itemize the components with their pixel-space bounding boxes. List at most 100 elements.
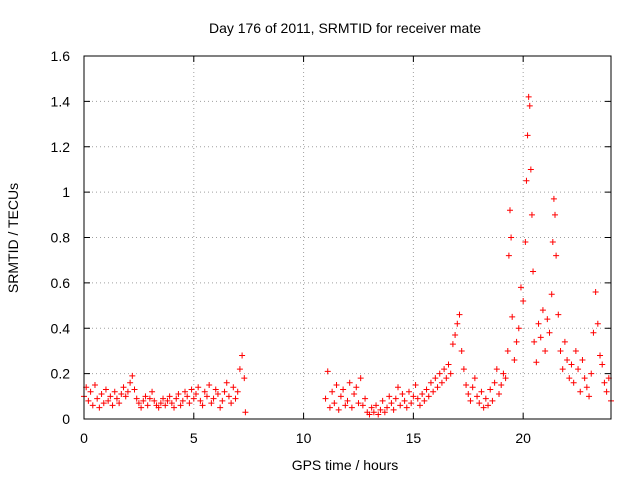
data-point bbox=[375, 411, 382, 418]
data-point bbox=[467, 397, 474, 404]
data-point bbox=[326, 404, 333, 411]
x-tick-label: 10 bbox=[296, 430, 312, 446]
data-point bbox=[443, 375, 450, 382]
y-axis-label: SRMTID / TECUs bbox=[5, 183, 21, 293]
data-point bbox=[493, 366, 500, 373]
data-point bbox=[168, 400, 175, 407]
data-point bbox=[436, 370, 443, 377]
data-point bbox=[549, 239, 556, 246]
y-tick-label: 0.8 bbox=[51, 230, 71, 246]
data-point bbox=[184, 393, 191, 400]
chart-title: Day 176 of 2011, SRMTID for receiver mat… bbox=[209, 20, 481, 36]
data-point bbox=[438, 379, 445, 386]
data-point bbox=[526, 102, 533, 109]
data-point bbox=[480, 404, 487, 411]
data-point bbox=[505, 252, 512, 259]
data-point bbox=[392, 395, 399, 402]
data-point bbox=[210, 395, 217, 402]
data-point bbox=[324, 368, 331, 375]
data-point bbox=[160, 395, 167, 402]
data-point bbox=[122, 393, 129, 400]
data-point bbox=[498, 381, 505, 388]
data-point bbox=[478, 388, 485, 395]
data-point bbox=[366, 411, 373, 418]
data-point bbox=[100, 400, 107, 407]
data-point bbox=[482, 395, 489, 402]
data-point bbox=[419, 391, 426, 398]
data-point bbox=[322, 395, 329, 402]
data-point bbox=[465, 391, 472, 398]
y-tick-label: 0.6 bbox=[51, 275, 71, 291]
plot-frame bbox=[83, 55, 612, 420]
y-tick-label: 1.4 bbox=[51, 93, 71, 109]
data-point bbox=[491, 379, 498, 386]
data-point bbox=[155, 404, 162, 411]
data-point bbox=[427, 379, 434, 386]
data-point bbox=[173, 395, 180, 402]
data-point bbox=[460, 366, 467, 373]
data-point bbox=[523, 177, 530, 184]
data-point bbox=[557, 347, 564, 354]
data-point bbox=[575, 366, 582, 373]
data-point bbox=[111, 388, 118, 395]
data-point bbox=[188, 386, 195, 393]
data-point bbox=[542, 347, 549, 354]
data-point bbox=[517, 284, 524, 291]
data-point bbox=[337, 393, 344, 400]
data-point bbox=[120, 384, 127, 391]
x-tick-label: 20 bbox=[515, 430, 531, 446]
data-point bbox=[508, 234, 515, 241]
data-point bbox=[359, 402, 366, 409]
data-point bbox=[386, 393, 393, 400]
data-point bbox=[344, 397, 351, 404]
data-point bbox=[559, 366, 566, 373]
data-point bbox=[500, 370, 507, 377]
data-point bbox=[458, 347, 465, 354]
data-point bbox=[511, 357, 518, 364]
data-point bbox=[405, 388, 412, 395]
data-point bbox=[381, 409, 388, 416]
data-point bbox=[522, 239, 529, 246]
data-point bbox=[91, 381, 98, 388]
data-point bbox=[113, 395, 120, 402]
data-point bbox=[520, 298, 527, 305]
data-point bbox=[164, 397, 171, 404]
data-point bbox=[94, 395, 101, 402]
data-point bbox=[423, 386, 430, 393]
data-point bbox=[96, 404, 103, 411]
data-point bbox=[192, 391, 199, 398]
data-points bbox=[81, 93, 614, 418]
data-point bbox=[133, 395, 140, 402]
data-point bbox=[239, 352, 246, 359]
data-point bbox=[166, 393, 173, 400]
data-point bbox=[230, 384, 237, 391]
data-point bbox=[410, 393, 417, 400]
data-point bbox=[340, 386, 347, 393]
data-point bbox=[197, 397, 204, 404]
data-point bbox=[539, 307, 546, 314]
data-point bbox=[425, 393, 432, 400]
data-point bbox=[537, 334, 544, 341]
data-point bbox=[140, 397, 147, 404]
data-point bbox=[485, 402, 492, 409]
data-point bbox=[355, 400, 362, 407]
data-point bbox=[456, 311, 463, 318]
data-point bbox=[447, 370, 454, 377]
data-point bbox=[533, 359, 540, 366]
data-point bbox=[599, 361, 606, 368]
data-point bbox=[513, 338, 520, 345]
y-tick-label: 1.2 bbox=[51, 139, 71, 155]
data-point bbox=[225, 393, 232, 400]
data-point bbox=[388, 400, 395, 407]
data-point bbox=[561, 338, 568, 345]
data-point bbox=[144, 402, 151, 409]
data-point bbox=[190, 395, 197, 402]
data-point bbox=[201, 388, 208, 395]
data-point bbox=[151, 397, 158, 404]
data-point bbox=[379, 397, 386, 404]
data-point bbox=[525, 93, 532, 100]
y-tick-label: 0.2 bbox=[51, 366, 71, 382]
data-point bbox=[430, 388, 437, 395]
data-point bbox=[234, 388, 241, 395]
